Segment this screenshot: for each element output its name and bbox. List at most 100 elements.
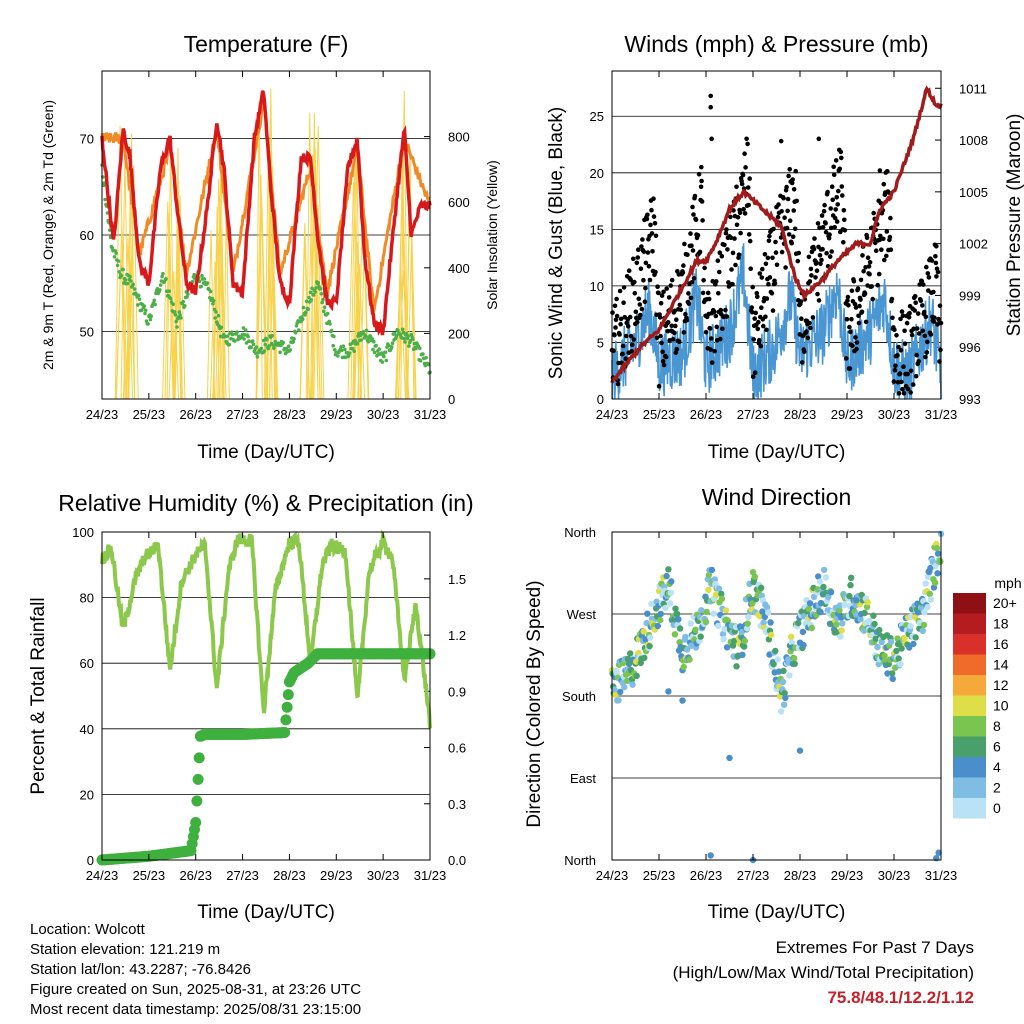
- gust-point: [935, 269, 941, 275]
- station-elevation: Station elevation: 121.219 m: [30, 941, 221, 958]
- dewpoint-point: [266, 346, 271, 351]
- gust-point: [929, 258, 935, 263]
- dewpoint-point: [117, 270, 121, 274]
- direction-point: [878, 638, 885, 646]
- dewpoint-point: [161, 271, 165, 276]
- wind-y2tick-label: 1008: [959, 133, 988, 148]
- gust-point: [708, 104, 713, 110]
- gust-point: [718, 336, 723, 342]
- gust-point: [620, 343, 626, 349]
- gust-point: [853, 335, 858, 340]
- direction-point: [657, 610, 664, 618]
- humidity-y2tick-label: 1.5: [448, 572, 466, 587]
- temperature-ytick-label: 50: [80, 324, 94, 339]
- dewpoint-point: [380, 360, 385, 364]
- direction-point: [770, 660, 777, 668]
- gust-point: [658, 300, 664, 306]
- gust-point: [647, 277, 653, 283]
- gust-point: [673, 323, 678, 329]
- direction-point: [761, 613, 768, 620]
- dewpoint-point: [160, 274, 164, 279]
- gust-point: [699, 178, 704, 184]
- gust-point: [931, 289, 936, 295]
- gust-point: [787, 167, 792, 172]
- gust-point: [614, 296, 619, 302]
- humidity-xtick-label: 30/23: [367, 868, 400, 883]
- gust-point: [748, 266, 753, 272]
- gust-point: [791, 208, 796, 213]
- dewpoint-point: [144, 319, 149, 323]
- gust-point: [674, 317, 679, 323]
- colorbar-swatch: [953, 777, 986, 798]
- gust-point: [659, 340, 664, 346]
- gust-point: [924, 350, 930, 355]
- gust-point: [656, 290, 661, 296]
- gust-point: [917, 282, 922, 287]
- gust-point: [902, 341, 908, 347]
- direction-point: [889, 670, 896, 677]
- humidity-ytick-label: 80: [80, 591, 94, 606]
- colorbar-swatch: [953, 675, 986, 696]
- gust-point: [898, 316, 903, 322]
- gust-point: [875, 282, 880, 288]
- gust-point: [645, 212, 650, 218]
- gust-point: [845, 294, 851, 300]
- gust-point: [901, 391, 907, 396]
- gust-point: [937, 303, 943, 309]
- gust-point: [831, 164, 836, 170]
- wind-xtick-label: 31/23: [925, 407, 958, 422]
- gust-point: [854, 340, 860, 345]
- direction-point: [839, 620, 846, 627]
- direction-point: [931, 579, 939, 586]
- dewpoint-point: [225, 334, 230, 338]
- direction-point: [875, 660, 882, 668]
- gust-point: [859, 309, 865, 315]
- direction-point: [864, 599, 871, 606]
- gust-point: [882, 257, 887, 263]
- dewpoint-point: [400, 327, 405, 332]
- dewpoint-point: [403, 340, 407, 344]
- gust-point: [764, 327, 769, 333]
- direction-point: [926, 590, 933, 598]
- temperature-panel: 50 60 70 0 200 400 600 800 24/23 25/23 26/23 27/23 2…: [40, 31, 500, 463]
- direction-point: [743, 625, 751, 632]
- dewpoint-point: [301, 305, 306, 310]
- direction-point: [790, 655, 798, 662]
- solar-spike: [266, 88, 276, 400]
- gust-point: [761, 323, 766, 329]
- colorbar-swatch: [953, 613, 986, 634]
- gust-point: [627, 314, 633, 320]
- gust-point: [770, 308, 776, 313]
- direction-point: [820, 566, 828, 574]
- gust-point: [858, 277, 864, 283]
- gust-point: [744, 136, 749, 142]
- gust-point: [896, 391, 902, 396]
- gust-point: [618, 321, 623, 327]
- colorbar-label: 2: [993, 780, 1001, 796]
- gust-point: [651, 196, 656, 201]
- gust-point: [821, 208, 827, 214]
- gust-point: [688, 231, 693, 236]
- dewpoint-point: [316, 281, 321, 285]
- gust-point: [920, 328, 926, 334]
- gust-point: [814, 260, 819, 265]
- gust-point: [747, 238, 753, 244]
- gust-point: [720, 326, 725, 332]
- dewpoint-point: [241, 326, 246, 330]
- dewpoint-point: [267, 344, 271, 348]
- direction-point: [815, 573, 822, 580]
- gust-point: [633, 309, 639, 315]
- gust-point: [714, 279, 719, 284]
- direction-point: [621, 683, 628, 691]
- solar-spike: [310, 148, 321, 400]
- gust-point: [775, 214, 781, 220]
- gust-point: [695, 232, 701, 238]
- temperature-ytick-label: 60: [80, 228, 94, 243]
- direction-point: [917, 604, 925, 611]
- solar-spike: [255, 100, 263, 400]
- wind-y2tick-label: 1002: [959, 237, 988, 252]
- direction-point: [858, 591, 865, 599]
- direction-point: [711, 576, 718, 583]
- gust-point: [717, 269, 722, 275]
